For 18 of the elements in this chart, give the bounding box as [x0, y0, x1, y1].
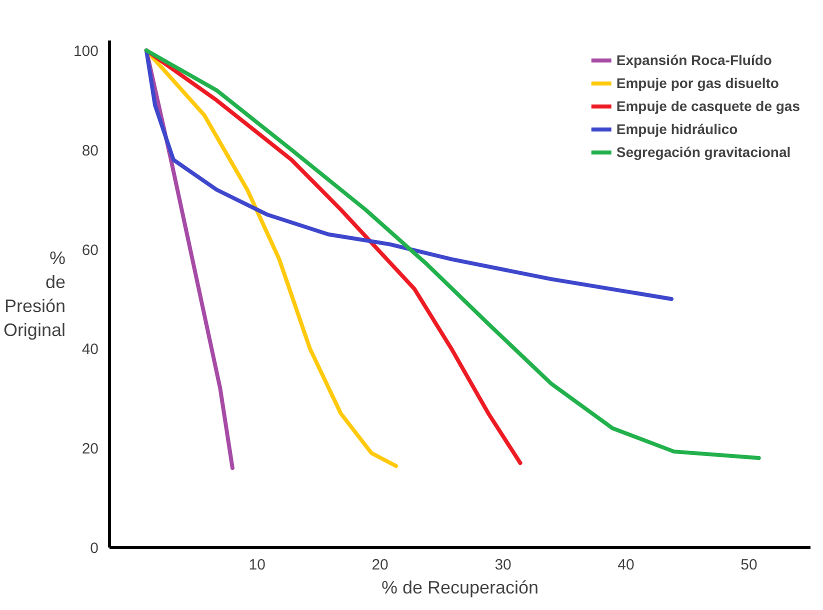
legend-label: Empuje de casquete de gas	[616, 98, 800, 114]
legend-label: Segregación gravitacional	[616, 144, 791, 160]
x-tick-label: 20	[372, 556, 388, 574]
legend-label: Empuje por gas disuelto	[616, 75, 779, 91]
x-axis-title: % de Recuperación	[381, 578, 539, 598]
y-tick-label: 80	[82, 142, 99, 160]
y-tick-label: 100	[73, 42, 99, 60]
y-tick-label: 40	[82, 341, 99, 358]
y-tick-label: 60	[82, 242, 99, 259]
y-tick-label: 0	[90, 540, 98, 557]
x-tick-label: 10	[248, 556, 266, 574]
x-tick-label: 50	[740, 556, 758, 574]
x-tick-label: 30	[494, 556, 512, 574]
legend-label: Empuje hidráulico	[616, 121, 738, 137]
y-tick-label: 20	[82, 440, 99, 458]
x-tick-label: 40	[618, 556, 634, 574]
legend-label: Expansión Roca-Fluído	[616, 52, 772, 68]
y-axis-title: % de Presión Original	[3, 248, 66, 340]
